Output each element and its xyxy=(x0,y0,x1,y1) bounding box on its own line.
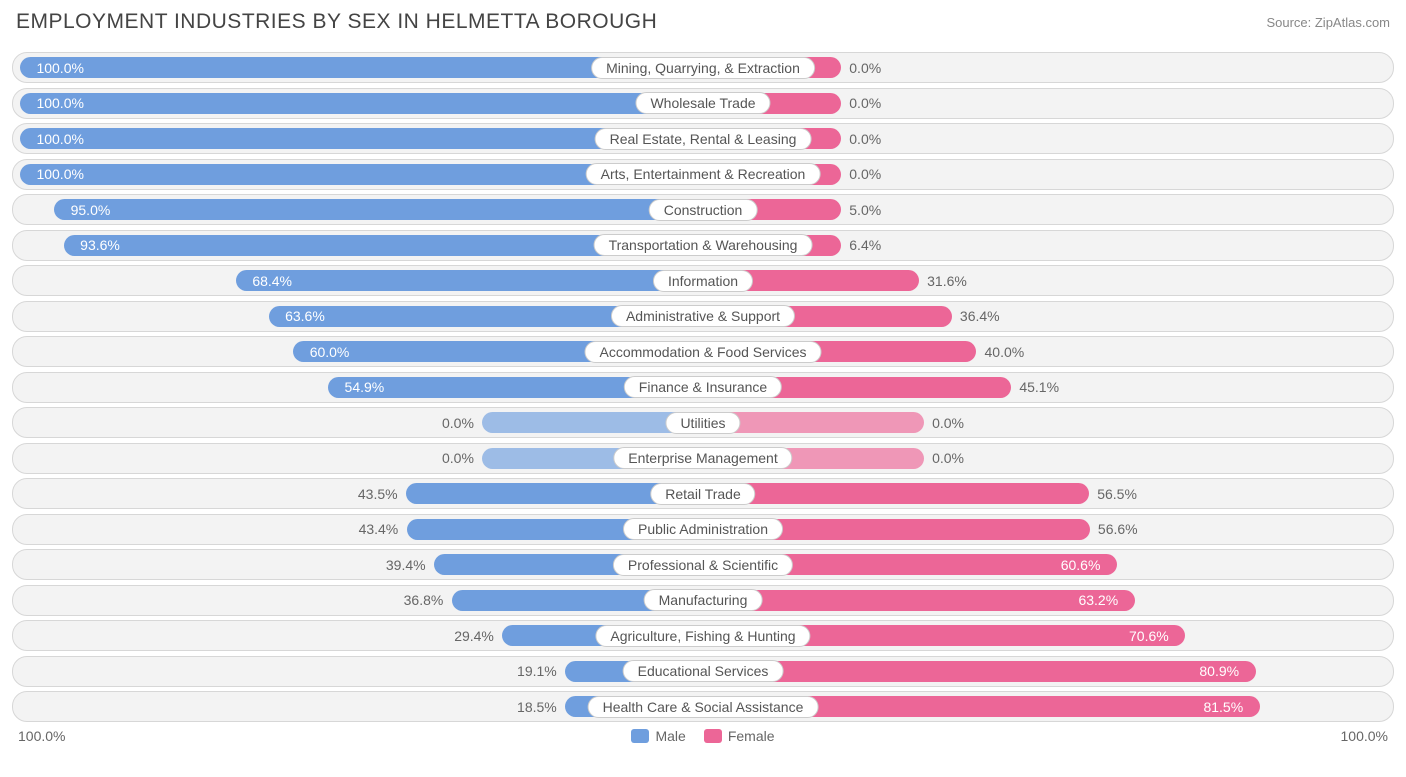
chart-row: 43.5% 56.5% Retail Trade xyxy=(12,478,1394,509)
chart-row: 29.4% 70.6% Agriculture, Fishing & Hunting xyxy=(12,620,1394,651)
bar-female xyxy=(703,661,1256,682)
pct-male: 68.4% xyxy=(252,273,292,289)
pct-male: 100.0% xyxy=(36,131,83,147)
chart-row: 100.0% 0.0% Real Estate, Rental & Leasing xyxy=(12,123,1394,154)
pct-female: 45.1% xyxy=(1019,379,1059,395)
chart-row: 0.0% 0.0% Utilities xyxy=(12,407,1394,438)
pct-male: 29.4% xyxy=(454,628,494,644)
pct-male: 43.5% xyxy=(358,486,398,502)
legend-female-label: Female xyxy=(728,728,775,744)
pct-male: 36.8% xyxy=(404,592,444,608)
chart-footer: 100.0% Male Female 100.0% xyxy=(12,728,1394,744)
row-category-label: Manufacturing xyxy=(644,589,763,611)
chart-row: 0.0% 0.0% Enterprise Management xyxy=(12,443,1394,474)
chart-row: 93.6% 6.4% Transportation & Warehousing xyxy=(12,230,1394,261)
pct-male: 18.5% xyxy=(517,699,557,715)
pct-female: 63.2% xyxy=(1078,592,1118,608)
row-category-label: Mining, Quarrying, & Extraction xyxy=(591,57,815,79)
axis-right-label: 100.0% xyxy=(1341,728,1388,744)
legend-male: Male xyxy=(631,728,685,744)
row-category-label: Enterprise Management xyxy=(613,447,792,469)
pct-male: 39.4% xyxy=(386,557,426,573)
chart-row: 18.5% 81.5% Health Care & Social Assistanc… xyxy=(12,691,1394,722)
pct-male: 93.6% xyxy=(80,237,120,253)
chart-row: 100.0% 0.0% Arts, Entertainment & Recreati… xyxy=(12,159,1394,190)
row-category-label: Agriculture, Fishing & Hunting xyxy=(595,625,810,647)
pct-female: 6.4% xyxy=(849,237,881,253)
pct-male: 0.0% xyxy=(442,450,474,466)
row-category-label: Utilities xyxy=(665,412,740,434)
row-category-label: Construction xyxy=(649,199,758,221)
pct-female: 40.0% xyxy=(985,344,1025,360)
pct-female: 0.0% xyxy=(932,450,964,466)
pct-male: 100.0% xyxy=(36,95,83,111)
bar-female xyxy=(703,590,1135,611)
row-category-label: Administrative & Support xyxy=(611,305,795,327)
legend: Male Female xyxy=(631,728,774,744)
row-category-label: Wholesale Trade xyxy=(635,92,770,114)
pct-male: 0.0% xyxy=(442,415,474,431)
pct-female: 36.4% xyxy=(960,308,1000,324)
bar-male xyxy=(236,270,703,291)
chart-row: 54.9% 45.1% Finance & Insurance xyxy=(12,372,1394,403)
pct-female: 0.0% xyxy=(849,131,881,147)
bar-female xyxy=(703,483,1089,504)
row-category-label: Information xyxy=(653,270,753,292)
chart-row: 39.4% 60.6% Professional & Scientific xyxy=(12,549,1394,580)
row-category-label: Educational Services xyxy=(623,660,784,682)
pct-female: 0.0% xyxy=(932,415,964,431)
axis-left-label: 100.0% xyxy=(18,728,65,744)
pct-female: 0.0% xyxy=(849,60,881,76)
pct-male: 19.1% xyxy=(517,663,557,679)
legend-male-label: Male xyxy=(655,728,685,744)
chart-row: 100.0% 0.0% Wholesale Trade xyxy=(12,88,1394,119)
pct-male: 63.6% xyxy=(285,308,325,324)
pct-female: 80.9% xyxy=(1199,663,1239,679)
pct-male: 100.0% xyxy=(36,60,83,76)
row-category-label: Accommodation & Food Services xyxy=(585,341,822,363)
pct-female: 0.0% xyxy=(849,166,881,182)
legend-male-swatch xyxy=(631,729,649,743)
chart-row: 100.0% 0.0% Mining, Quarrying, & Extractio… xyxy=(12,52,1394,83)
chart-row: 60.0% 40.0% Accommodation & Food Services xyxy=(12,336,1394,367)
row-category-label: Arts, Entertainment & Recreation xyxy=(586,163,821,185)
pct-female: 60.6% xyxy=(1061,557,1101,573)
pct-male: 60.0% xyxy=(310,344,350,360)
row-category-label: Public Administration xyxy=(623,518,783,540)
row-category-label: Health Care & Social Assistance xyxy=(588,696,819,718)
diverging-bar-chart: 100.0% 0.0% Mining, Quarrying, & Extractio… xyxy=(12,52,1394,722)
chart-title: EMPLOYMENT INDUSTRIES BY SEX IN HELMETTA… xyxy=(16,10,657,34)
pct-female: 81.5% xyxy=(1203,699,1243,715)
chart-row: 63.6% 36.4% Administrative & Support xyxy=(12,301,1394,332)
legend-female-swatch xyxy=(704,729,722,743)
legend-female: Female xyxy=(704,728,775,744)
chart-row: 95.0% 5.0% Construction xyxy=(12,194,1394,225)
bar-male xyxy=(20,93,703,114)
chart-row: 43.4% 56.6% Public Administration xyxy=(12,514,1394,545)
chart-header: EMPLOYMENT INDUSTRIES BY SEX IN HELMETTA… xyxy=(12,10,1394,34)
pct-male: 54.9% xyxy=(345,379,385,395)
pct-female: 5.0% xyxy=(849,202,881,218)
pct-male: 43.4% xyxy=(359,521,399,537)
chart-row: 36.8% 63.2% Manufacturing xyxy=(12,585,1394,616)
pct-male: 95.0% xyxy=(71,202,111,218)
row-category-label: Professional & Scientific xyxy=(613,554,793,576)
pct-female: 70.6% xyxy=(1129,628,1169,644)
row-category-label: Retail Trade xyxy=(650,483,755,505)
row-category-label: Transportation & Warehousing xyxy=(594,234,813,256)
chart-row: 19.1% 80.9% Educational Services xyxy=(12,656,1394,687)
row-category-label: Finance & Insurance xyxy=(624,376,782,398)
pct-female: 56.6% xyxy=(1098,521,1138,537)
pct-male: 100.0% xyxy=(36,166,83,182)
pct-female: 0.0% xyxy=(849,95,881,111)
chart-source: Source: ZipAtlas.com xyxy=(1266,15,1390,30)
row-category-label: Real Estate, Rental & Leasing xyxy=(595,128,812,150)
pct-female: 56.5% xyxy=(1097,486,1137,502)
pct-female: 31.6% xyxy=(927,273,967,289)
chart-row: 68.4% 31.6% Information xyxy=(12,265,1394,296)
bar-male xyxy=(54,199,703,220)
